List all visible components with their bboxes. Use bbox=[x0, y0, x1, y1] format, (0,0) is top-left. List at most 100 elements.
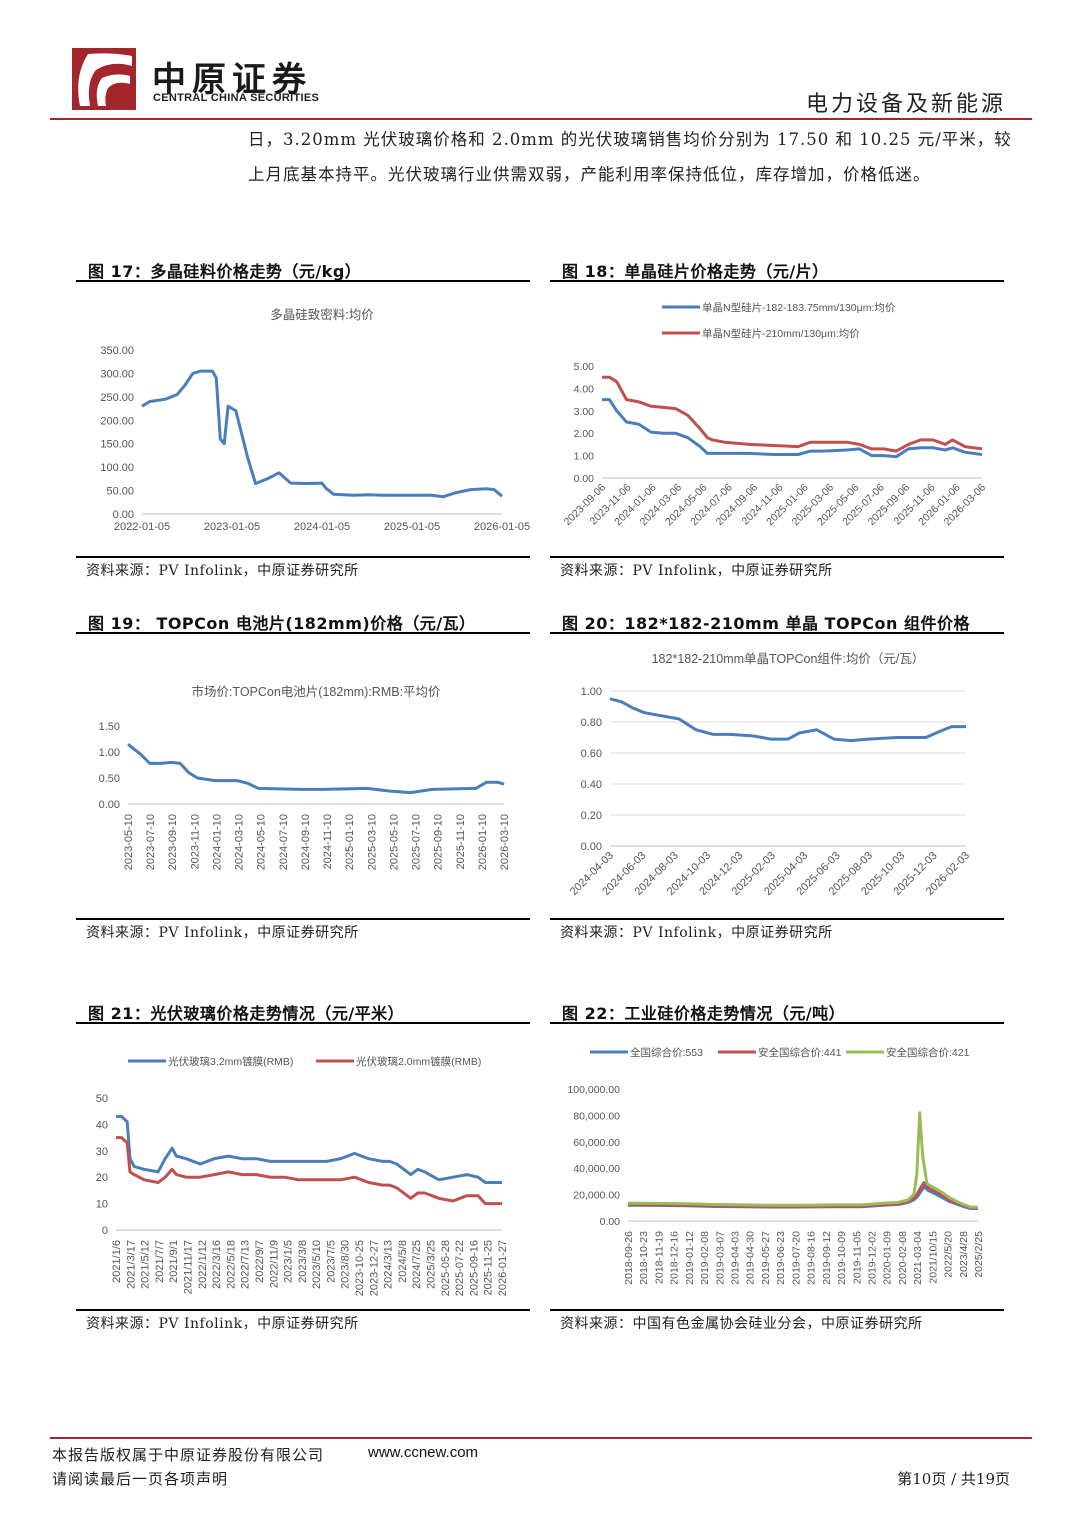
y-tick-label: 30 bbox=[96, 1146, 108, 1158]
legend-label: 单晶N型硅片-182-183.75mm/130μm:均价 bbox=[702, 301, 896, 314]
x-tick-label: 2023-09-10 bbox=[167, 814, 179, 870]
x-tick-label: 2019-02-08 bbox=[699, 1231, 711, 1285]
x-tick-label: 2023/7/5 bbox=[325, 1240, 337, 1283]
y-tick-label: 40 bbox=[96, 1119, 108, 1131]
figure-22-chart: 全国综合价:553 安全国综合价:441 安全国综合价:421 0.00 20,000.… bbox=[567, 1046, 985, 1285]
x-tick-label: 2024/5/8 bbox=[397, 1240, 409, 1283]
legend-label: 单晶N型硅片-210mm/130μm:均价 bbox=[702, 327, 860, 340]
x-tick-label: 2021/1/6 bbox=[111, 1240, 123, 1283]
y-tick-label: 0.00 bbox=[581, 841, 602, 853]
x-tick-label: 2025-03-10 bbox=[366, 814, 378, 870]
header-divider bbox=[50, 118, 1032, 120]
company-logo-cn: 中原证券 bbox=[152, 60, 312, 100]
x-tick-label: 2018-10-23 bbox=[638, 1231, 650, 1285]
x-tick-label: 2019-08-16 bbox=[806, 1231, 818, 1285]
y-tick-label: 50 bbox=[96, 1093, 108, 1105]
x-tick-label: 2024-03-10 bbox=[234, 814, 246, 870]
figure-18-source: 资料来源：PV Infolink，中原证券研究所 bbox=[560, 563, 833, 579]
x-tick-label: 2019-03-07 bbox=[714, 1231, 726, 1285]
figure-17-title: 图 17：多晶硅料价格走势（元/kg） bbox=[88, 262, 362, 281]
figure-21-title: 图 21：光伏玻璃价格走势情况（元/平米） bbox=[88, 1004, 405, 1023]
y-tick-label: 1.00 bbox=[574, 451, 595, 463]
x-tick-label: 2024-07-10 bbox=[278, 814, 290, 870]
x-tick-label: 2018-11-19 bbox=[653, 1231, 665, 1284]
series-line-1 bbox=[127, 743, 505, 795]
x-tick-label: 2024/7/25 bbox=[411, 1240, 423, 1289]
footer-divider bbox=[50, 1437, 1032, 1439]
x-tick-label: 2024/3/13 bbox=[383, 1240, 395, 1289]
x-tick-label: 2022/9/7 bbox=[254, 1240, 266, 1283]
x-tick-label: 2019-09-12 bbox=[821, 1231, 833, 1285]
x-tick-label: 2021/11/17 bbox=[182, 1240, 194, 1294]
x-tick-label: 2023/8/30 bbox=[340, 1240, 352, 1289]
x-tick-label: 2025-01-10 bbox=[344, 814, 356, 870]
figure-20-top-rule bbox=[550, 632, 1004, 634]
figure-19-bottom-rule bbox=[76, 918, 530, 920]
y-tick-label: 0.60 bbox=[581, 748, 602, 760]
footer-website-link[interactable]: www.ccnew.com bbox=[368, 1444, 479, 1461]
series-line-2 bbox=[602, 375, 983, 453]
series-line-3 bbox=[627, 1111, 978, 1209]
page-number: 第10页 / 共19页 bbox=[897, 1470, 1010, 1488]
y-tick-label: 150.00 bbox=[100, 439, 134, 451]
x-tick-label: 2025/3/25 bbox=[426, 1240, 438, 1289]
y-tick-label: 0.00 bbox=[99, 799, 120, 811]
series-line-1 bbox=[116, 1115, 502, 1184]
x-tick-label: 2019-07-20 bbox=[790, 1231, 802, 1285]
figure-17-chart: 多晶硅致密料:均价 0.00 50.00 100.00 150.00 200.00 250.… bbox=[100, 307, 530, 533]
x-tick-label: 2021-03-04 bbox=[912, 1231, 924, 1285]
x-tick-label: 2019-10-09 bbox=[836, 1231, 848, 1285]
figure-21-source: 资料来源：PV Infolink，中原证券研究所 bbox=[86, 1316, 359, 1332]
series-line-1 bbox=[602, 398, 983, 459]
x-tick-label: 2025-07-22 bbox=[454, 1240, 466, 1296]
y-tick-label: 0.80 bbox=[581, 717, 602, 729]
figure-21-bottom-rule bbox=[76, 1309, 530, 1311]
y-tick-label: 20,000.00 bbox=[573, 1190, 620, 1202]
x-tick-label: 2025/2/25 bbox=[973, 1231, 985, 1278]
x-tick-label: 2021/5/12 bbox=[140, 1240, 152, 1289]
figure-21-chart: 光伏玻璃3.2mm镀膜(RMB) 光伏玻璃2.0mm镀膜(RMB) 0 10 20 30 4… bbox=[96, 1055, 509, 1296]
legend-label: 光伏玻璃3.2mm镀膜(RMB) bbox=[168, 1055, 293, 1068]
x-tick-label: 2025-05-10 bbox=[388, 814, 400, 870]
y-tick-label: 0.20 bbox=[581, 810, 602, 822]
x-tick-label: 2025-11-25 bbox=[483, 1240, 495, 1295]
x-tick-label: 2022-01-05 bbox=[114, 521, 170, 533]
figure-20-title: 图 20：182*182-210mm 单晶 TOPCon 组件价格 bbox=[562, 614, 970, 633]
x-tick-label: 2022/1/12 bbox=[197, 1240, 209, 1289]
y-tick-label: 1.00 bbox=[581, 686, 602, 698]
x-tick-label: 2025-09-16 bbox=[468, 1240, 480, 1296]
chart-title: 多晶硅致密料:均价 bbox=[270, 307, 374, 322]
x-tick-label: 2020-01-09 bbox=[882, 1231, 894, 1285]
x-tick-label: 2021/3/17 bbox=[125, 1240, 137, 1289]
y-tick-label: 60,000.00 bbox=[573, 1137, 620, 1149]
x-tick-label: 2023-07-10 bbox=[145, 814, 157, 870]
y-tick-label: 100.00 bbox=[100, 462, 134, 474]
figure-19-title: 图 19： TOPCon 电池片(182mm)价格（元/瓦） bbox=[88, 614, 476, 633]
y-tick-label: 3.00 bbox=[574, 406, 595, 418]
chart-title: 182*182-210mm单晶TOPCon组件:均价（元/瓦） bbox=[652, 652, 925, 666]
x-tick-label: 2023-11-10 bbox=[189, 814, 201, 869]
x-tick-label: 2026-01-05 bbox=[474, 521, 530, 533]
y-tick-label: 100,000.00 bbox=[567, 1084, 620, 1096]
x-tick-label: 2026-01-10 bbox=[477, 814, 489, 870]
x-tick-label: 2022/11/9 bbox=[268, 1240, 280, 1288]
x-tick-label: 2019-05-27 bbox=[760, 1231, 772, 1285]
y-tick-label: 350.00 bbox=[100, 345, 134, 357]
x-tick-label: 2019-11-05 bbox=[851, 1231, 863, 1284]
x-tick-label: 2023/5/10 bbox=[311, 1240, 323, 1289]
x-tick-label: 2019-04-03 bbox=[730, 1231, 742, 1285]
figure-17-bottom-rule bbox=[76, 556, 530, 558]
y-tick-label: 0.00 bbox=[600, 1216, 621, 1228]
x-tick-label: 2025-05-28 bbox=[440, 1240, 452, 1296]
legend-label: 安全国综合价:421 bbox=[886, 1046, 970, 1059]
y-tick-label: 300.00 bbox=[100, 368, 134, 380]
x-tick-label: 2025-07-10 bbox=[411, 814, 423, 870]
figure-17-source: 资料来源：PV Infolink，中原证券研究所 bbox=[86, 563, 359, 579]
y-tick-label: 50.00 bbox=[106, 486, 134, 498]
x-tick-label: 2021/9/1 bbox=[168, 1240, 180, 1283]
figure-19-source: 资料来源：PV Infolink，中原证券研究所 bbox=[86, 925, 359, 941]
x-tick-label: 2023/1/5 bbox=[283, 1240, 295, 1283]
figure-22-source: 资料来源：中国有色金属协会硅业分会，中原证券研究所 bbox=[560, 1316, 923, 1332]
series-line-1 bbox=[609, 697, 966, 743]
x-tick-label: 2026-03-10 bbox=[499, 814, 511, 870]
